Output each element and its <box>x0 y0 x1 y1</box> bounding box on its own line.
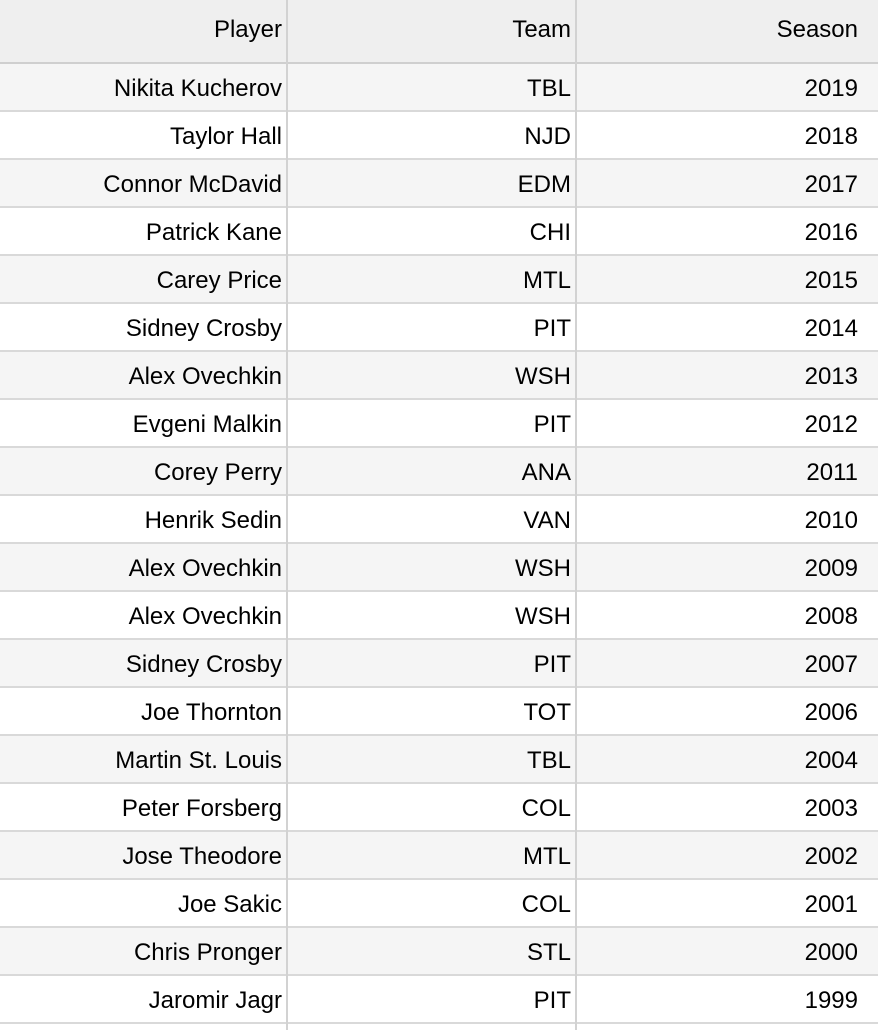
column-header-player[interactable]: Player <box>213 16 282 43</box>
table-row[interactable]: Connor McDavid EDM 2017 <box>0 160 878 208</box>
table-cell-player[interactable]: Evgeni Malkin <box>132 411 282 438</box>
table-cell-team[interactable]: CHI <box>529 219 571 246</box>
table-row[interactable]: Taylor Hall NJD 2018 <box>0 112 878 160</box>
table-row[interactable]: Joe Sakic COL 2001 <box>0 880 878 928</box>
table-body: Nikita Kucherov TBL 2019 Taylor Hall NJD 2018… <box>0 64 878 1024</box>
table-cell-player[interactable]: Jose Theodore <box>122 843 282 870</box>
table-cell-player[interactable]: Connor McDavid <box>103 171 282 198</box>
table-cell-player[interactable]: Alex Ovechkin <box>128 603 282 630</box>
table-cell-season[interactable]: 2006 <box>804 699 858 726</box>
table-row[interactable]: Alex Ovechkin WSH 2009 <box>0 544 878 592</box>
table-cell-season[interactable]: 2001 <box>804 891 858 918</box>
table-cell-season[interactable]: 2012 <box>804 411 858 438</box>
table-row[interactable]: Sidney Crosby PIT 2007 <box>0 640 878 688</box>
table-row[interactable]: Jaromir Jagr PIT 1999 <box>0 976 878 1024</box>
table-cell-player[interactable]: Sidney Crosby <box>125 651 282 678</box>
table-row[interactable]: Corey Perry ANA 2011 <box>0 448 878 496</box>
table-row[interactable]: Peter Forsberg COL 2003 <box>0 784 878 832</box>
table-cell-team[interactable]: TBL <box>526 747 571 774</box>
table-cell-player[interactable]: Martin St. Louis <box>115 747 282 774</box>
table-cell-season[interactable]: 2011 <box>806 459 858 486</box>
table-row[interactable]: Joe Thornton TOT 2006 <box>0 688 878 736</box>
table-cell-team[interactable]: TBL <box>526 75 571 102</box>
table-cell-player[interactable]: Peter Forsberg <box>121 795 282 822</box>
table-cell-player[interactable]: Corey Perry <box>153 459 282 486</box>
table-cell-season[interactable]: 2000 <box>804 939 858 966</box>
table-cell-season[interactable]: 2019 <box>804 75 858 102</box>
table-cell-team[interactable]: WSH <box>515 603 571 630</box>
table-header: Player Team Season <box>0 0 878 64</box>
table-cell-team[interactable]: COL <box>521 795 571 822</box>
table-cell-player[interactable]: Nikita Kucherov <box>113 75 282 102</box>
table-cell-team[interactable]: PIT <box>533 315 571 342</box>
table-cell-player[interactable]: Patrick Kane <box>145 219 282 246</box>
table-cell-player[interactable]: Carey Price <box>156 267 282 294</box>
table-row[interactable]: Alex Ovechkin WSH 2008 <box>0 592 878 640</box>
table-cell-player[interactable]: Alex Ovechkin <box>128 555 282 582</box>
table-cell-team[interactable]: VAN <box>523 507 571 534</box>
table-row[interactable]: Chris Pronger STL 2000 <box>0 928 878 976</box>
table-cell-player[interactable]: Chris Pronger <box>133 939 282 966</box>
table-cell-team[interactable]: COL <box>521 891 571 918</box>
table-row[interactable]: Jose Theodore MTL 2002 <box>0 832 878 880</box>
table-cell-season[interactable]: 2018 <box>804 123 858 150</box>
table-cell-season[interactable]: 1999 <box>804 987 858 1014</box>
table-cell-team[interactable]: STL <box>526 939 571 966</box>
table-cell-team[interactable]: WSH <box>515 555 571 582</box>
table-cell-player[interactable]: Alex Ovechkin <box>128 363 282 390</box>
table-cell-player[interactable]: Joe Sakic <box>177 891 282 918</box>
table-row[interactable]: Sidney Crosby PIT 2014 <box>0 304 878 352</box>
column-header-team[interactable]: Team <box>512 16 571 43</box>
table-cell-player[interactable]: Sidney Crosby <box>125 315 282 342</box>
table-cell-team[interactable]: MTL <box>523 267 571 294</box>
table-cell-player[interactable]: Jaromir Jagr <box>148 987 282 1014</box>
table-cell-season[interactable]: 2008 <box>804 603 858 630</box>
table-row[interactable]: Nikita Kucherov TBL 2019 <box>0 64 878 112</box>
table-row[interactable]: Evgeni Malkin PIT 2012 <box>0 400 878 448</box>
column-header-season[interactable]: Season <box>776 16 858 43</box>
table-cell-team[interactable]: NJD <box>524 123 571 150</box>
table-row[interactable]: Carey Price MTL 2015 <box>0 256 878 304</box>
table-cell-season[interactable]: 2002 <box>804 843 858 870</box>
table-cell-season[interactable]: 2004 <box>804 747 858 774</box>
table-cell-season[interactable]: 2007 <box>804 651 858 678</box>
table-cell-season[interactable]: 2009 <box>804 555 858 582</box>
table-cell-season[interactable]: 2013 <box>804 363 858 390</box>
table-row[interactable]: Martin St. Louis TBL 2004 <box>0 736 878 784</box>
column-divider[interactable] <box>286 0 288 1030</box>
table-row[interactable]: Patrick Kane CHI 2016 <box>0 208 878 256</box>
table-cell-team[interactable]: EDM <box>517 171 571 198</box>
table-row[interactable]: Alex Ovechkin WSH 2013 <box>0 352 878 400</box>
table-row[interactable]: Henrik Sedin VAN 2010 <box>0 496 878 544</box>
table-cell-season[interactable]: 2015 <box>804 267 858 294</box>
table-cell-team[interactable]: PIT <box>533 987 571 1014</box>
table-cell-team[interactable]: TOT <box>523 699 571 726</box>
table-cell-season[interactable]: 2010 <box>804 507 858 534</box>
table-cell-player[interactable]: Henrik Sedin <box>144 507 282 534</box>
table-cell-season[interactable]: 2014 <box>804 315 858 342</box>
table-cell-player[interactable]: Joe Thornton <box>141 699 282 726</box>
table-cell-team[interactable]: WSH <box>515 363 571 390</box>
table-cell-season[interactable]: 2003 <box>804 795 858 822</box>
table-cell-season[interactable]: 2016 <box>804 219 858 246</box>
table-cell-season[interactable]: 2017 <box>804 171 858 198</box>
table-cell-player[interactable]: Taylor Hall <box>169 123 282 150</box>
table-cell-team[interactable]: PIT <box>533 411 571 438</box>
column-divider[interactable] <box>575 0 577 1030</box>
table-cell-team[interactable]: PIT <box>533 651 571 678</box>
table-cell-team[interactable]: ANA <box>521 459 571 486</box>
table-cell-team[interactable]: MTL <box>523 843 571 870</box>
